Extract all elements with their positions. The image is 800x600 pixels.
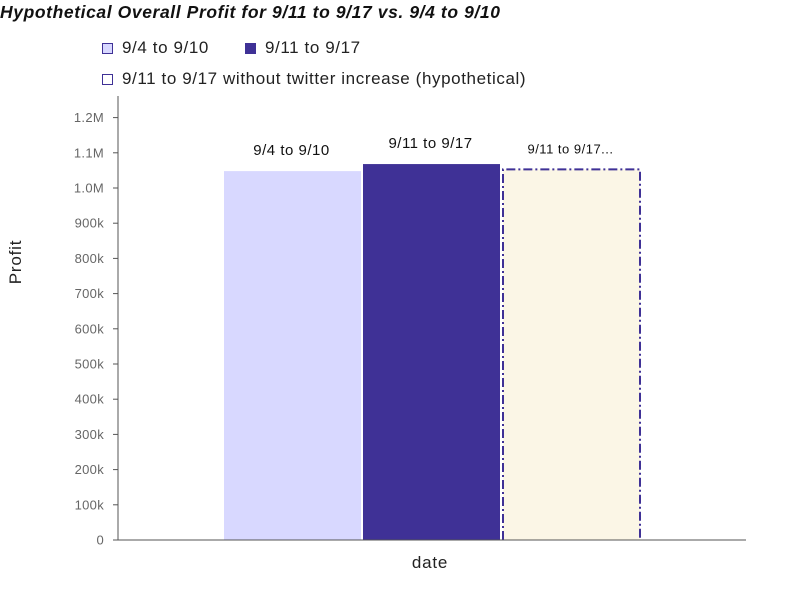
bar-hypothetical-outline — [502, 168, 641, 540]
y-tick-label: 700k — [75, 286, 105, 301]
y-tick-label: 100k — [75, 497, 105, 512]
legend-item-series-2[interactable]: 9/11 to 9/17 without twitter increase (h… — [102, 69, 526, 89]
y-tick-label: 200k — [75, 462, 105, 477]
bar-labels: 9/4 to 9/10 9/11 to 9/17 9/11 to 9/17... — [253, 135, 613, 159]
legend-label-series-0: 9/4 to 9/10 — [122, 38, 209, 57]
legend-row: 9/4 to 9/10 9/11 to 9/17 — [102, 37, 702, 59]
bar-label-1: 9/11 to 9/17 — [388, 135, 472, 152]
bar-1[interactable] — [363, 164, 500, 540]
y-tick-label: 1.1M — [74, 145, 104, 160]
y-tick-label: 0 — [96, 533, 104, 548]
y-axis-label: Profit — [6, 240, 25, 284]
legend-swatch-series-2 — [102, 73, 113, 85]
legend-label-series-2: 9/11 to 9/17 without twitter increase (h… — [122, 69, 527, 88]
y-tick-label: 1.0M — [74, 181, 104, 196]
chart-legend: 9/4 to 9/10 9/11 to 9/17 9/11 to 9/17 wi… — [102, 37, 702, 99]
legend-swatch-series-1 — [244, 42, 256, 54]
legend-row: 9/11 to 9/17 without twitter increase (h… — [102, 68, 702, 90]
bar-0[interactable] — [224, 171, 361, 540]
legend-item-series-0[interactable]: 9/4 to 9/10 — [102, 38, 209, 58]
y-tick-label: 400k — [75, 392, 105, 407]
legend-swatch-series-0 — [102, 42, 113, 54]
y-tick-label: 300k — [75, 427, 105, 442]
legend-item-series-1[interactable]: 9/11 to 9/17 — [244, 38, 361, 58]
bar-label-0: 9/4 to 9/10 — [253, 142, 329, 159]
y-tick-label: 900k — [75, 216, 105, 231]
y-tick-label: 800k — [75, 251, 105, 266]
chart-title: Hypothetical Overall Profit for 9/11 to … — [0, 2, 501, 22]
bars — [224, 164, 641, 540]
bar-label-2: 9/11 to 9/17... — [527, 141, 613, 156]
x-axis-label: date — [412, 553, 448, 572]
bar-hypothetical-fill — [503, 169, 640, 540]
y-tick-label: 500k — [75, 357, 105, 372]
y-tick-label: 1.2M — [74, 110, 104, 125]
y-tick-label: 600k — [75, 321, 105, 336]
y-axis: 0 100k 200k 300k 400k 500k 600k 700k 800k 900k 1.0… — [74, 96, 119, 548]
legend-label-series-1: 9/11 to 9/17 — [264, 38, 361, 57]
